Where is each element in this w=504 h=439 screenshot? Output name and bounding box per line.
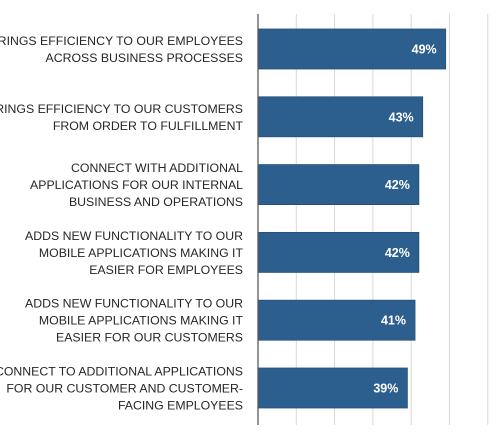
bar-value-label: 43% bbox=[389, 110, 414, 124]
category-label-line: FACING EMPLOYEES bbox=[118, 399, 243, 413]
category-label-line: BRINGS EFFICIENCY TO OUR EMPLOYEES bbox=[0, 34, 243, 48]
bar bbox=[257, 28, 447, 70]
category-label: ADDS NEW FUNCTIONALITY TO OUR MOBILE APPL… bbox=[25, 229, 243, 277]
bar-value-label: 49% bbox=[412, 43, 437, 57]
category-label-line: ADDS NEW FUNCTIONALITY TO OUR bbox=[25, 229, 243, 243]
bar-value-label: 42% bbox=[385, 178, 410, 192]
category-label-line: ADDS NEW FUNCTIONALITY TO OUR bbox=[25, 297, 243, 311]
category-label-line: BRINGS EFFICIENCY TO OUR CUSTOMERS bbox=[0, 102, 243, 116]
category-label: ADDS NEW FUNCTIONALITY TO OUR MOBILE APPL… bbox=[25, 297, 243, 345]
category-label: BRINGS EFFICIENCY TO OUR EMPLOYEES ACROSS… bbox=[0, 34, 243, 65]
category-label-line: MOBILE APPLICATIONS MAKING IT bbox=[39, 246, 244, 260]
bar bbox=[257, 299, 416, 341]
category-label-line: MOBILE APPLICATIONS MAKING IT bbox=[39, 314, 244, 328]
bar-value-label: 42% bbox=[385, 246, 410, 260]
category-label: CONNECT WITH ADDITIONAL APPLICATIONS FOR … bbox=[30, 161, 243, 209]
category-label: CONNECT TO ADDITIONAL APPLICATIONS FOR OU… bbox=[0, 365, 243, 413]
category-label-line: CONNECT WITH ADDITIONAL bbox=[71, 161, 243, 175]
category-label-line: FROM ORDER TO FULFILLMENT bbox=[53, 119, 244, 133]
category-label-line: APPLICATIONS FOR OUR INTERNAL bbox=[30, 178, 243, 192]
category-label-line: FOR OUR CUSTOMER AND CUSTOMER- bbox=[6, 382, 243, 396]
category-label-line: ACROSS BUSINESS PROCESSES bbox=[46, 51, 244, 65]
bar bbox=[257, 367, 408, 409]
category-label-line: BUSINESS AND OPERATIONS bbox=[69, 195, 243, 209]
bar-value-label: 39% bbox=[373, 382, 398, 396]
bar-value-label: 41% bbox=[381, 314, 406, 328]
category-label-line: EASIER FOR OUR CUSTOMERS bbox=[56, 331, 243, 345]
category-label-line: EASIER FOR EMPLOYEES bbox=[89, 263, 243, 277]
category-label-line: CONNECT TO ADDITIONAL APPLICATIONS bbox=[0, 365, 243, 379]
bar bbox=[257, 231, 420, 273]
category-label: BRINGS EFFICIENCY TO OUR CUSTOMERS FROM O… bbox=[0, 102, 243, 133]
bar bbox=[257, 164, 420, 206]
